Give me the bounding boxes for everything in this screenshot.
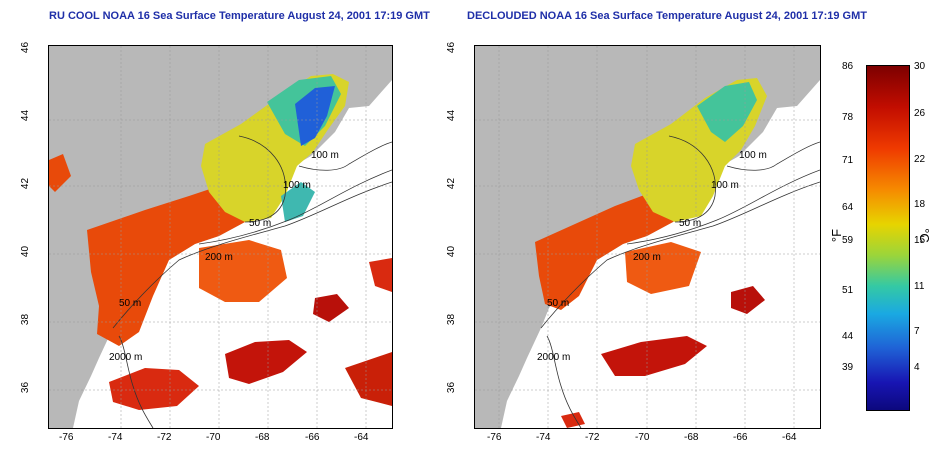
- lat-tick-label: 46: [446, 41, 458, 54]
- lon-tick-label: -64: [354, 432, 369, 443]
- colorbar-c-label: 30: [914, 61, 926, 72]
- contour-label: 200 m: [633, 252, 661, 263]
- georges-bank-cool: [281, 182, 315, 222]
- lat-tick-label: 40: [446, 245, 458, 258]
- colorbar-f-label: 86: [842, 61, 854, 72]
- colorbar-c-label: 7: [914, 326, 920, 337]
- lon-tick-label: -76: [487, 432, 502, 443]
- colorbar-f-label: 59: [842, 235, 854, 246]
- fahrenheit-unit-label: °F: [829, 228, 845, 243]
- hot-patch: [109, 368, 199, 410]
- lon-tick-label: -66: [733, 432, 748, 443]
- gulf-cool: [697, 82, 757, 142]
- contour-line: [298, 141, 392, 171]
- lon-tick-label: -68: [255, 432, 270, 443]
- contour-label: 50 m: [547, 298, 570, 309]
- right-map-graphic: [475, 46, 820, 428]
- lon-tick-label: -74: [536, 432, 551, 443]
- lat-tick-label: 40: [20, 245, 32, 258]
- contour-line: [540, 181, 820, 329]
- warm-water: [535, 178, 691, 310]
- contour-line: [198, 169, 392, 245]
- hot-patch: [313, 294, 349, 322]
- colorbar-c-label: 26: [914, 108, 926, 119]
- lat-tick-label: 38: [20, 313, 32, 326]
- contour-line: [546, 335, 582, 428]
- lon-tick-label: -70: [635, 432, 650, 443]
- colorbar-c-label: 18: [914, 199, 926, 210]
- contour-label: 100 m: [739, 150, 767, 161]
- right-sst-map: 100 m 100 m 50 m 200 m 50 m 2000 m: [474, 45, 821, 429]
- left-sst-map: 100 m 100 m 50 m 200 m 50 m 2000 m: [48, 45, 393, 429]
- lat-tick-label: 42: [20, 177, 32, 190]
- lon-tick-label: -68: [684, 432, 699, 443]
- celsius-unit-label: °C: [916, 228, 932, 243]
- contour-label: 50 m: [249, 218, 272, 229]
- left-map-graphic: [49, 46, 392, 428]
- lat-tick-label: 46: [20, 41, 32, 54]
- contour-label: 2000 m: [537, 352, 571, 363]
- colorbar-f-label: 51: [842, 285, 854, 296]
- contour-label: 2000 m: [109, 352, 143, 363]
- lon-tick-label: -66: [305, 432, 320, 443]
- graticule: [475, 46, 820, 428]
- hot-patch: [601, 336, 707, 376]
- lon-tick-label: -64: [782, 432, 797, 443]
- contour-label: 200 m: [205, 252, 233, 263]
- lon-tick-label: -72: [585, 432, 600, 443]
- right-map-title: DECLOUDED NOAA 16 Sea Surface Temperatur…: [467, 10, 867, 22]
- colorbar-f-label: 39: [842, 362, 854, 373]
- colorbar-c-label: 22: [914, 154, 926, 165]
- hot-patch: [731, 286, 765, 314]
- colorbar-c-label: 11: [914, 281, 925, 292]
- colorbar-c-label: 15: [914, 235, 926, 246]
- contour-line: [668, 135, 716, 223]
- temperature-colorbar: [866, 65, 910, 411]
- colorbar-f-label: 78: [842, 112, 854, 123]
- contour-line: [238, 135, 286, 223]
- lon-tick-label: -74: [108, 432, 123, 443]
- lat-tick-label: 36: [20, 381, 32, 394]
- hot-patch: [49, 154, 71, 192]
- hot-patch: [225, 340, 307, 384]
- contour-label: 50 m: [679, 218, 702, 229]
- lat-tick-label: 36: [446, 381, 458, 394]
- lon-tick-label: -76: [59, 432, 74, 443]
- contour-line: [112, 181, 392, 329]
- lon-tick-label: -72: [157, 432, 172, 443]
- contour-label: 50 m: [119, 298, 142, 309]
- hot-patch: [369, 258, 392, 292]
- lon-tick-label: -70: [206, 432, 221, 443]
- colorbar-f-label: 64: [842, 202, 854, 213]
- lat-tick-label: 38: [446, 313, 458, 326]
- left-map-title: RU COOL NOAA 16 Sea Surface Temperature …: [49, 10, 430, 22]
- colorbar-f-label: 44: [842, 331, 854, 342]
- contour-line: [726, 141, 820, 171]
- lat-tick-label: 44: [20, 109, 32, 122]
- contour-label: 100 m: [711, 180, 739, 191]
- gulf-cold: [295, 86, 335, 146]
- hot-patch: [345, 352, 392, 406]
- contour-label: 100 m: [311, 150, 339, 161]
- graticule: [49, 46, 392, 428]
- warm-water: [625, 242, 701, 294]
- lat-tick-label: 42: [446, 177, 458, 190]
- colorbar-c-label: 4: [914, 362, 920, 373]
- warm-water: [199, 240, 287, 302]
- colorbar-f-label: 71: [842, 155, 854, 166]
- contour-label: 100 m: [283, 180, 311, 191]
- contour-line: [118, 335, 154, 428]
- contour-line: [626, 169, 820, 245]
- lat-tick-label: 44: [446, 109, 458, 122]
